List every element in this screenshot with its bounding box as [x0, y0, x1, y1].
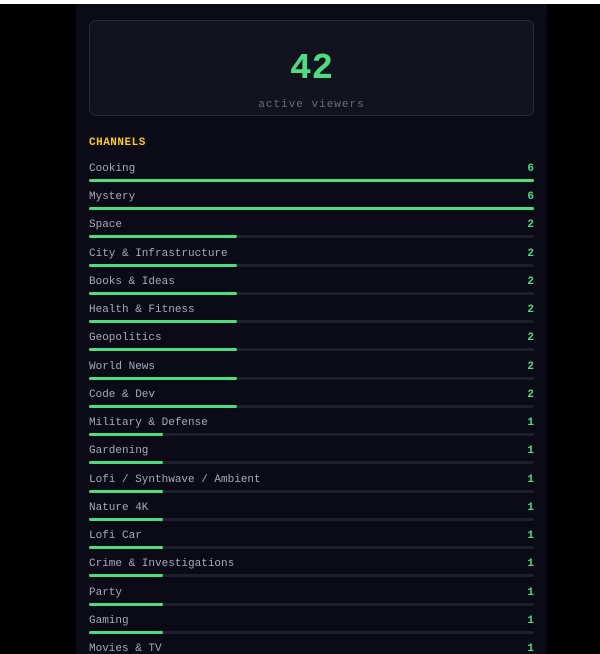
channel-bar-fill	[89, 517, 164, 521]
channel-count: 2	[527, 247, 534, 260]
channel-name: Lofi / Synthwave / Ambient	[89, 473, 261, 486]
channel-count: 6	[527, 163, 534, 175]
channel-count: 1	[527, 530, 534, 543]
channel-bar-track	[89, 546, 534, 550]
channel-count: 6	[527, 191, 534, 204]
channel-bar-fill	[89, 320, 238, 324]
channel-name: Lofi Car	[89, 530, 142, 543]
channel-row[interactable]: Geopolitics 2	[89, 331, 534, 359]
channel-row[interactable]: Books & Ideas 2	[89, 275, 534, 303]
channel-name: Books & Ideas	[89, 275, 175, 288]
channel-row[interactable]: Code & Dev 2	[89, 388, 534, 416]
channel-bar-track	[89, 179, 534, 182]
channel-bar-track	[89, 517, 534, 521]
channel-name: Code & Dev	[89, 388, 156, 401]
channel-row[interactable]: Movies & TV 1	[89, 642, 534, 654]
channel-count: 1	[527, 417, 534, 430]
active-viewers-label: active viewers	[258, 99, 365, 111]
channel-bar-track	[89, 320, 534, 324]
channel-bar-fill	[89, 179, 534, 182]
channel-name: Geopolitics	[89, 332, 162, 345]
channel-bar-fill	[89, 546, 164, 550]
channel-bar-fill	[89, 404, 238, 408]
channel-row[interactable]: Lofi Car 1	[89, 529, 534, 557]
channel-row[interactable]: Gaming 1	[89, 614, 534, 642]
channel-count: 2	[527, 304, 534, 317]
channel-bar-fill	[89, 461, 164, 465]
channel-name: Space	[89, 219, 123, 232]
active-viewers-count: 42	[289, 48, 334, 89]
channel-bar-fill	[89, 207, 534, 211]
channel-name: Gaming	[89, 614, 129, 627]
channel-count: 2	[527, 360, 534, 373]
channel-name: Mystery	[89, 191, 136, 204]
channel-name: World News	[89, 360, 156, 373]
channel-name: Health & Fitness	[89, 304, 195, 317]
channel-bar-track	[89, 376, 534, 380]
channel-bar-track	[89, 235, 534, 239]
dashboard-panel: 42 active viewers CHANNELS Cooking 6 Myste…	[76, 4, 547, 654]
channel-count: 1	[527, 501, 534, 514]
channel-name: Gardening	[89, 445, 149, 458]
channel-count: 1	[527, 586, 534, 599]
channel-row[interactable]: Lofi / Synthwave / Ambient 1	[89, 473, 534, 501]
channel-bar-track	[89, 630, 534, 634]
channels-heading: CHANNELS	[89, 137, 146, 149]
channel-bar-fill	[89, 291, 238, 295]
channel-count: 1	[527, 473, 534, 486]
channel-bar-fill	[89, 263, 238, 267]
channel-bar-fill	[89, 348, 238, 352]
channel-row[interactable]: Crime & Investigations 1	[89, 557, 534, 585]
channel-name: City & Infrastructure	[89, 247, 228, 260]
channel-count: 2	[527, 275, 534, 288]
channel-bar-fill	[89, 235, 238, 239]
channel-row[interactable]: Mystery 6	[89, 190, 534, 218]
channel-count: 2	[527, 332, 534, 345]
channel-bar-track	[89, 404, 534, 408]
channel-name: Movies & TV	[89, 642, 162, 654]
channel-bar-track	[89, 574, 534, 578]
channel-count: 1	[527, 614, 534, 627]
channel-bar-fill	[89, 376, 238, 380]
channel-bar-fill	[89, 574, 164, 578]
channel-count: 2	[527, 219, 534, 232]
channel-row[interactable]: Health & Fitness 2	[89, 303, 534, 331]
channel-name: Party	[89, 586, 123, 599]
channel-row[interactable]: Military & Defense 1	[89, 416, 534, 444]
channel-row[interactable]: Nature 4K 1	[89, 501, 534, 529]
channel-row[interactable]: Gardening 1	[89, 444, 534, 472]
channel-row[interactable]: Space 2	[89, 218, 534, 246]
channel-list: Cooking 6 Mystery 6 Space 2 City & Infrastruct…	[89, 162, 534, 654]
channel-bar-track	[89, 263, 534, 267]
channel-count: 1	[527, 445, 534, 458]
channel-count: 1	[527, 558, 534, 571]
channel-name: Cooking	[89, 163, 136, 175]
channel-row[interactable]: Party 1	[89, 586, 534, 614]
channel-bar-track	[89, 602, 534, 606]
channel-bar-track	[89, 433, 534, 437]
channel-row[interactable]: City & Infrastructure 2	[89, 247, 534, 275]
channel-bar-fill	[89, 602, 164, 606]
channel-bar-track	[89, 291, 534, 295]
channel-bar-track	[89, 489, 534, 493]
channel-name: Crime & Investigations	[89, 558, 235, 571]
channel-bar-track	[89, 461, 534, 465]
channel-count: 1	[527, 642, 534, 654]
page-top-bar	[0, 0, 600, 4]
channel-bar-track	[89, 348, 534, 352]
active-viewers-card: 42 active viewers	[89, 20, 534, 116]
channel-row[interactable]: Cooking 6	[89, 162, 534, 190]
channel-bar-fill	[89, 433, 164, 437]
channel-name: Nature 4K	[89, 501, 149, 514]
channel-bar-fill	[89, 489, 164, 493]
channel-row[interactable]: World News 2	[89, 360, 534, 388]
channel-bar-fill	[89, 630, 164, 634]
channel-bar-track	[89, 207, 534, 211]
channel-name: Military & Defense	[89, 417, 208, 430]
channel-count: 2	[527, 388, 534, 401]
